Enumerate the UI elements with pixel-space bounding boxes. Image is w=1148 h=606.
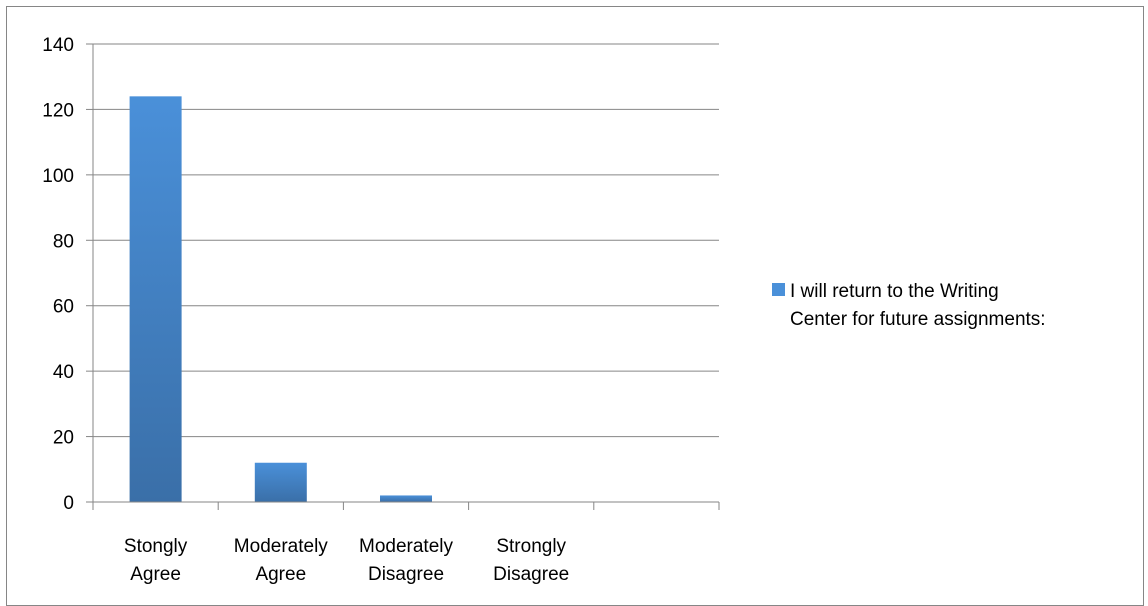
- bar: [129, 96, 182, 502]
- legend: I will return to the Writing Center for f…: [772, 281, 1046, 330]
- category-label: Stongly: [124, 536, 188, 557]
- category-label: Moderately: [234, 536, 328, 557]
- bar: [254, 462, 307, 502]
- legend-line: I will return to the Writing: [790, 281, 999, 302]
- category-label: Agree: [255, 564, 306, 585]
- gridlines: [86, 43, 719, 503]
- y-tick-label: 20: [53, 428, 74, 449]
- category-labels: Stongly Agree Moderately Agree Moderately Dis…: [124, 536, 569, 585]
- legend-line: Center for future assignments:: [790, 309, 1046, 330]
- y-tick-label: 100: [42, 166, 74, 187]
- category-label: Strongly: [496, 536, 566, 557]
- y-tick-label: 60: [53, 297, 74, 318]
- y-tick-label: 80: [53, 231, 74, 252]
- y-tick-label: 140: [42, 35, 74, 56]
- y-tick-label: 0: [63, 493, 74, 514]
- y-tick-label: 40: [53, 362, 74, 383]
- y-tick-labels: 0 20 40 60 80 100 120 140: [42, 35, 74, 514]
- legend-swatch: [772, 283, 785, 296]
- bar-chart: 0 20 40 60 80 100 120 140 Stongly Agree Moderatel…: [42, 35, 1046, 585]
- bars: [129, 96, 432, 502]
- axes: [92, 44, 720, 510]
- category-label: Moderately: [359, 536, 453, 557]
- category-label: Disagree: [368, 564, 444, 585]
- chart-area: 0 20 40 60 80 100 120 140 Stongly Agree Moderatel…: [6, 6, 1144, 606]
- legend-label: I will return to the Writing Center for f…: [790, 281, 1046, 330]
- bar: [380, 495, 432, 502]
- category-label: Agree: [130, 564, 181, 585]
- category-label: Disagree: [493, 564, 569, 585]
- y-tick-label: 120: [42, 100, 74, 121]
